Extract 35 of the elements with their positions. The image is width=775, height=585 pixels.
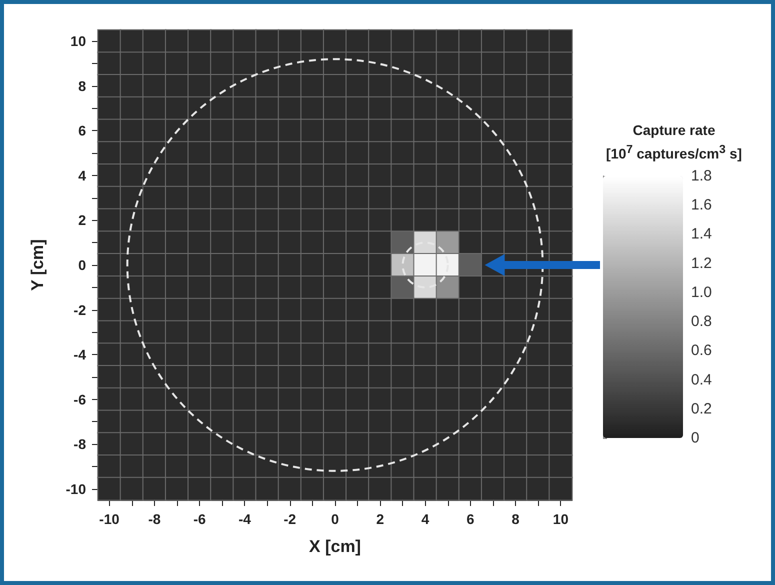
x-tick-label: -8 — [148, 511, 161, 527]
color-bar-label: 0.4 — [691, 371, 712, 388]
x-tick-label: -6 — [193, 511, 206, 527]
x-tick-label: 4 — [421, 511, 430, 527]
y-tick-label: -10 — [66, 480, 86, 497]
y-tick-label: -4 — [74, 346, 86, 363]
x-tick-label: 8 — [512, 511, 520, 527]
x-tick-label: -2 — [284, 511, 296, 527]
y-tick-label: -8 — [74, 436, 86, 452]
color-bar-label: 1.8 — [691, 168, 712, 184]
x-tick-label: 6 — [466, 511, 475, 527]
x-tick-label: -10 — [99, 511, 120, 527]
y-tick-label: 10 — [70, 33, 86, 50]
color-bar-label: 0.8 — [691, 313, 712, 330]
y-tick-label: 2 — [78, 212, 86, 228]
color-bar-label: 1.0 — [691, 284, 712, 301]
y-axis-title: Y [cm] — [28, 239, 47, 291]
color-bar-label: 0.6 — [691, 342, 712, 360]
color-bar-label: 0.2 — [691, 400, 712, 418]
color-bar-label: 1.4 — [691, 226, 712, 243]
x-tick-label: 2 — [376, 511, 384, 527]
x-axis-title: X [cm] — [309, 537, 361, 556]
y-tick-label: 0 — [78, 257, 86, 273]
y-tick-label: 6 — [78, 122, 86, 139]
x-tick-label: -4 — [238, 511, 252, 527]
color-bar-label: 1.2 — [691, 254, 712, 272]
y-tick-label: -2 — [74, 302, 86, 318]
y-tick-label: 8 — [78, 78, 86, 94]
color-bar-title: Capture rate [10$^{7}$ captures/cm$^{3}$ s] — [605, 121, 743, 164]
y-tick-label: 4 — [78, 167, 86, 184]
y-tick-label: -6 — [74, 391, 86, 408]
x-tick-label: 10 — [552, 511, 569, 527]
x-tick-label: 0 — [331, 511, 340, 527]
color-bar-label: 1.6 — [691, 196, 712, 214]
color-bar-label: 0 — [691, 430, 700, 446]
